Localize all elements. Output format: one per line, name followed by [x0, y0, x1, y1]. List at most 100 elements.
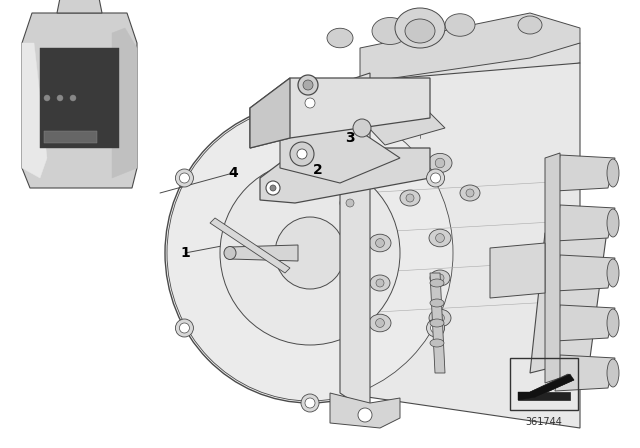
Text: 1: 1 — [180, 246, 190, 260]
Polygon shape — [22, 43, 47, 178]
Ellipse shape — [430, 299, 444, 307]
Ellipse shape — [368, 148, 392, 168]
Circle shape — [270, 185, 276, 191]
Circle shape — [436, 274, 444, 282]
Polygon shape — [250, 78, 430, 148]
Polygon shape — [360, 13, 580, 83]
Polygon shape — [44, 131, 97, 143]
Circle shape — [376, 279, 384, 287]
Polygon shape — [112, 28, 137, 178]
Ellipse shape — [430, 270, 450, 286]
Ellipse shape — [607, 209, 619, 237]
Polygon shape — [230, 245, 298, 261]
Ellipse shape — [460, 185, 480, 201]
Circle shape — [406, 194, 414, 202]
Ellipse shape — [400, 190, 420, 206]
Ellipse shape — [275, 217, 345, 289]
Polygon shape — [518, 374, 574, 400]
Polygon shape — [555, 155, 615, 191]
Ellipse shape — [369, 234, 391, 252]
Circle shape — [376, 319, 385, 327]
Polygon shape — [555, 255, 615, 291]
Circle shape — [179, 173, 189, 183]
Polygon shape — [250, 78, 290, 148]
Circle shape — [353, 119, 371, 137]
Circle shape — [431, 173, 440, 183]
Ellipse shape — [369, 314, 391, 332]
Ellipse shape — [430, 319, 444, 327]
Ellipse shape — [340, 195, 360, 211]
Polygon shape — [555, 205, 615, 241]
Polygon shape — [545, 153, 560, 383]
Ellipse shape — [301, 94, 319, 112]
Polygon shape — [555, 355, 615, 391]
Polygon shape — [260, 148, 430, 203]
Circle shape — [431, 323, 440, 333]
Ellipse shape — [395, 8, 445, 48]
Circle shape — [358, 408, 372, 422]
Ellipse shape — [220, 161, 400, 345]
Polygon shape — [22, 13, 137, 188]
Ellipse shape — [224, 246, 236, 259]
Polygon shape — [330, 393, 400, 428]
Ellipse shape — [429, 229, 451, 247]
Ellipse shape — [175, 169, 193, 187]
Ellipse shape — [427, 319, 445, 337]
Polygon shape — [340, 63, 580, 428]
Ellipse shape — [428, 153, 452, 172]
Ellipse shape — [175, 319, 193, 337]
Circle shape — [346, 199, 354, 207]
Circle shape — [44, 95, 50, 101]
Circle shape — [435, 158, 445, 168]
Circle shape — [305, 98, 315, 108]
Ellipse shape — [607, 159, 619, 187]
Circle shape — [297, 149, 307, 159]
Circle shape — [375, 153, 385, 163]
Circle shape — [376, 239, 385, 247]
Ellipse shape — [430, 339, 444, 347]
Ellipse shape — [607, 309, 619, 337]
Ellipse shape — [445, 14, 475, 36]
Polygon shape — [340, 43, 580, 108]
Circle shape — [70, 95, 76, 101]
Polygon shape — [555, 305, 615, 341]
Polygon shape — [57, 0, 102, 13]
Ellipse shape — [301, 394, 319, 412]
Polygon shape — [518, 392, 570, 400]
Ellipse shape — [165, 103, 455, 403]
Circle shape — [298, 75, 318, 95]
Polygon shape — [340, 73, 370, 413]
Polygon shape — [280, 118, 400, 183]
Text: 361744: 361744 — [525, 417, 563, 427]
Ellipse shape — [429, 309, 451, 327]
Circle shape — [57, 95, 63, 101]
Ellipse shape — [370, 275, 390, 291]
Ellipse shape — [372, 17, 408, 44]
Ellipse shape — [607, 359, 619, 387]
Ellipse shape — [430, 279, 444, 287]
Circle shape — [290, 142, 314, 166]
Polygon shape — [490, 243, 545, 298]
Ellipse shape — [405, 19, 435, 43]
Ellipse shape — [427, 169, 445, 187]
Polygon shape — [530, 374, 574, 397]
Text: 4: 4 — [228, 166, 238, 180]
Ellipse shape — [518, 16, 542, 34]
Circle shape — [179, 323, 189, 333]
Text: 2: 2 — [313, 163, 323, 177]
Circle shape — [303, 80, 313, 90]
Polygon shape — [530, 223, 608, 373]
Circle shape — [436, 314, 444, 323]
Polygon shape — [210, 218, 290, 273]
Polygon shape — [340, 88, 390, 123]
Circle shape — [305, 398, 315, 408]
Polygon shape — [40, 48, 119, 148]
Ellipse shape — [607, 259, 619, 287]
Circle shape — [266, 181, 280, 195]
Circle shape — [466, 189, 474, 197]
Ellipse shape — [167, 105, 453, 401]
Text: 3: 3 — [345, 131, 355, 145]
Polygon shape — [350, 93, 445, 145]
Circle shape — [436, 233, 444, 242]
Ellipse shape — [327, 28, 353, 48]
